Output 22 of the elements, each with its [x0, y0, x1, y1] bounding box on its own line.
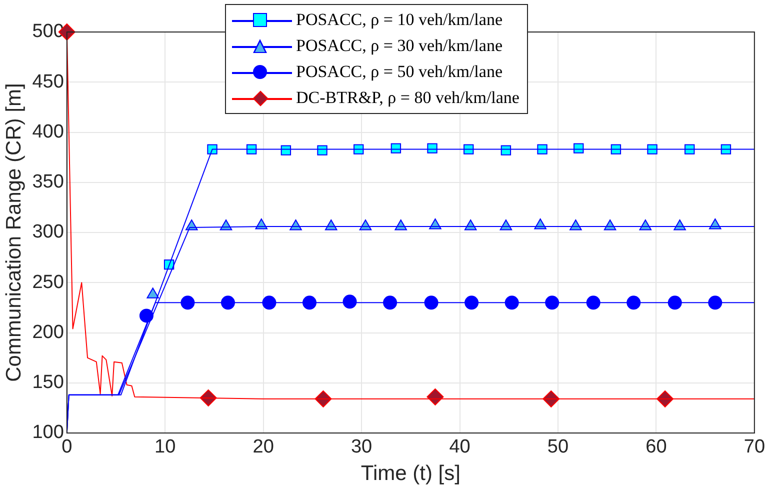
y-tick-label: 150: [32, 372, 64, 394]
x-tick-label: 70: [744, 436, 766, 458]
y-axis-title: Communication Range (CR) [m]: [2, 83, 26, 382]
x-tick-label: 20: [252, 436, 274, 458]
y-tick-label: 200: [32, 322, 64, 343]
x-tick-label: 60: [646, 436, 667, 458]
legend-label: DC-BTR&P, ρ = 80 veh/km/lane: [296, 88, 520, 108]
x-tick-label: 30: [350, 436, 372, 458]
y-tick-label: 100: [32, 422, 64, 444]
y-tick-label: 300: [32, 222, 64, 243]
y-tick-label: 450: [32, 71, 64, 92]
legend-label: POSACC, ρ = 30 veh/km/lane: [296, 36, 502, 56]
legend-label: POSACC, ρ = 50 veh/km/lane: [296, 62, 502, 82]
y-tick-label: 250: [32, 272, 64, 293]
legend-label: POSACC, ρ = 10 veh/km/lane: [296, 10, 502, 30]
x-tick-label: 50: [547, 436, 569, 458]
y-tick-label: 400: [32, 121, 64, 142]
x-tick-label: 0: [62, 436, 72, 458]
x-tick-label: 40: [449, 436, 470, 458]
y-tick-label: 350: [32, 172, 64, 193]
x-axis-title: Time (t) [s]: [360, 462, 460, 486]
x-tick-label: 10: [154, 436, 176, 458]
